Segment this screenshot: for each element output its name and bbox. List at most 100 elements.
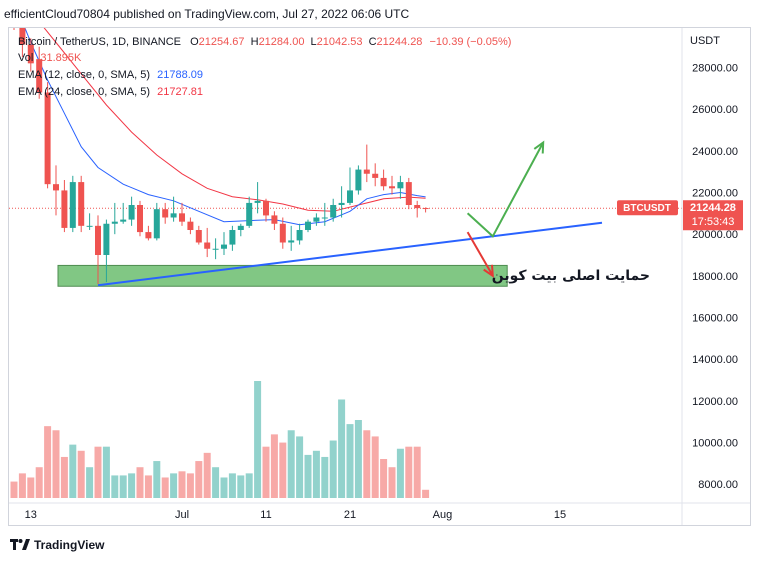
candle-body <box>279 223 286 243</box>
candle-body <box>128 205 135 220</box>
candle-body <box>305 221 311 230</box>
candle-body <box>405 182 412 205</box>
volume-bar <box>60 456 68 498</box>
volume-bar <box>346 424 354 498</box>
candle-body <box>372 173 379 178</box>
legend-ema12-value: 21788.09 <box>157 69 204 81</box>
candle-body <box>78 182 85 226</box>
candle-body <box>338 202 345 205</box>
time-tick-label: Jul <box>175 509 189 521</box>
ema24-line <box>43 28 426 212</box>
legend-ema24-value: 21727.81 <box>157 86 204 98</box>
volume-bar <box>44 426 52 498</box>
candle-body <box>36 59 43 93</box>
projection-down-arrow <box>466 231 494 277</box>
volume-bar <box>380 459 388 498</box>
candle-body <box>179 213 185 222</box>
legend-change: −10.39 (−0.05%) <box>429 36 512 48</box>
volume-bar <box>405 446 413 498</box>
tradingview-brand: TradingView <box>34 538 105 552</box>
candle-body <box>347 190 353 203</box>
time-tick-label: 21 <box>344 509 356 521</box>
legend-high-label: H <box>250 36 259 48</box>
candle-body <box>389 186 395 189</box>
volume-bar <box>27 477 35 498</box>
price-tick-label: 12000.00 <box>692 396 738 408</box>
time-tick-label: 11 <box>260 509 271 521</box>
candle-body <box>271 215 278 224</box>
candle-body <box>363 169 370 174</box>
candle-body <box>61 190 68 228</box>
candle-body <box>27 44 34 64</box>
volume-bar <box>228 473 236 498</box>
candle-body <box>330 205 337 218</box>
volume-bar <box>18 473 26 498</box>
tradingview-logo-icon <box>10 539 30 550</box>
volume-bar <box>69 444 77 498</box>
volume-bar <box>102 446 110 498</box>
volume-bar <box>86 467 94 498</box>
volume-bar <box>195 461 203 498</box>
price-tick-label: 28000.00 <box>692 63 738 75</box>
volume-bar <box>388 467 396 498</box>
candle-body <box>44 92 51 185</box>
candle-body <box>313 217 320 222</box>
candle-body <box>204 242 211 249</box>
candle-body <box>221 244 227 249</box>
volume-bar <box>338 399 346 498</box>
candle-body <box>19 28 26 45</box>
time-tick-label: 15 <box>554 509 566 521</box>
volume-bar <box>396 448 404 498</box>
symbol-tag-bg <box>617 200 678 216</box>
candle-body <box>296 230 303 241</box>
candle-body <box>397 182 404 189</box>
volume-bar <box>136 467 144 498</box>
legend-low-value: 21042.53 <box>316 36 363 48</box>
candle-body <box>422 208 429 210</box>
legend-close-value: 21244.28 <box>376 36 423 48</box>
candle-body <box>137 205 143 233</box>
price-axis-currency: USDT <box>690 35 720 47</box>
volume-bar <box>153 461 161 498</box>
legend-vol-value: 31.895K <box>40 52 82 64</box>
candle-body <box>11 0 17 24</box>
plot-area <box>9 0 682 498</box>
projection-up-arrow <box>466 142 545 238</box>
volume-bar <box>254 381 262 498</box>
candle-body <box>187 221 194 230</box>
candle-body <box>53 184 59 191</box>
candle-body <box>120 219 127 222</box>
volume-bar <box>128 473 136 498</box>
symbol-tag: BTCUSDT <box>623 203 671 214</box>
tradingview-footer[interactable]: TradingView <box>10 538 104 552</box>
price-tick-label: 16000.00 <box>692 313 738 325</box>
volume-bar <box>186 473 194 498</box>
price-tick-label: 18000.00 <box>692 271 738 283</box>
legend-close-label: C <box>368 36 377 48</box>
volume-bar <box>329 440 337 498</box>
price-tick-label: 22000.00 <box>692 188 738 200</box>
price-tick-label: 24000.00 <box>692 146 738 158</box>
candle-body <box>288 240 295 243</box>
candle-body <box>95 225 101 255</box>
volume-bar <box>413 446 421 498</box>
volume-bar <box>422 489 430 498</box>
legend-open-value: 21254.67 <box>198 36 245 48</box>
last-price-value: 21244.28 <box>690 202 736 214</box>
candle-body <box>229 230 236 245</box>
volume-bar <box>111 475 119 498</box>
volume-bar <box>279 442 287 498</box>
candle-body <box>86 225 93 227</box>
volume-bar <box>10 481 18 498</box>
chart-frame[interactable] <box>8 27 751 526</box>
volume-bar <box>220 477 228 498</box>
support-trendline <box>97 221 603 287</box>
candle-body <box>145 232 152 239</box>
candle-body <box>263 200 269 216</box>
legend-ema24-label: EMA (24, close, 0, SMA, 5) <box>18 86 151 98</box>
projection-down-arrow-head <box>483 264 494 278</box>
legend-symbol-row: Bitcoin / TetherUS, 1D, BINANCE O21254.6… <box>18 36 511 49</box>
volume-bar <box>52 430 60 498</box>
candle-body <box>414 205 421 209</box>
